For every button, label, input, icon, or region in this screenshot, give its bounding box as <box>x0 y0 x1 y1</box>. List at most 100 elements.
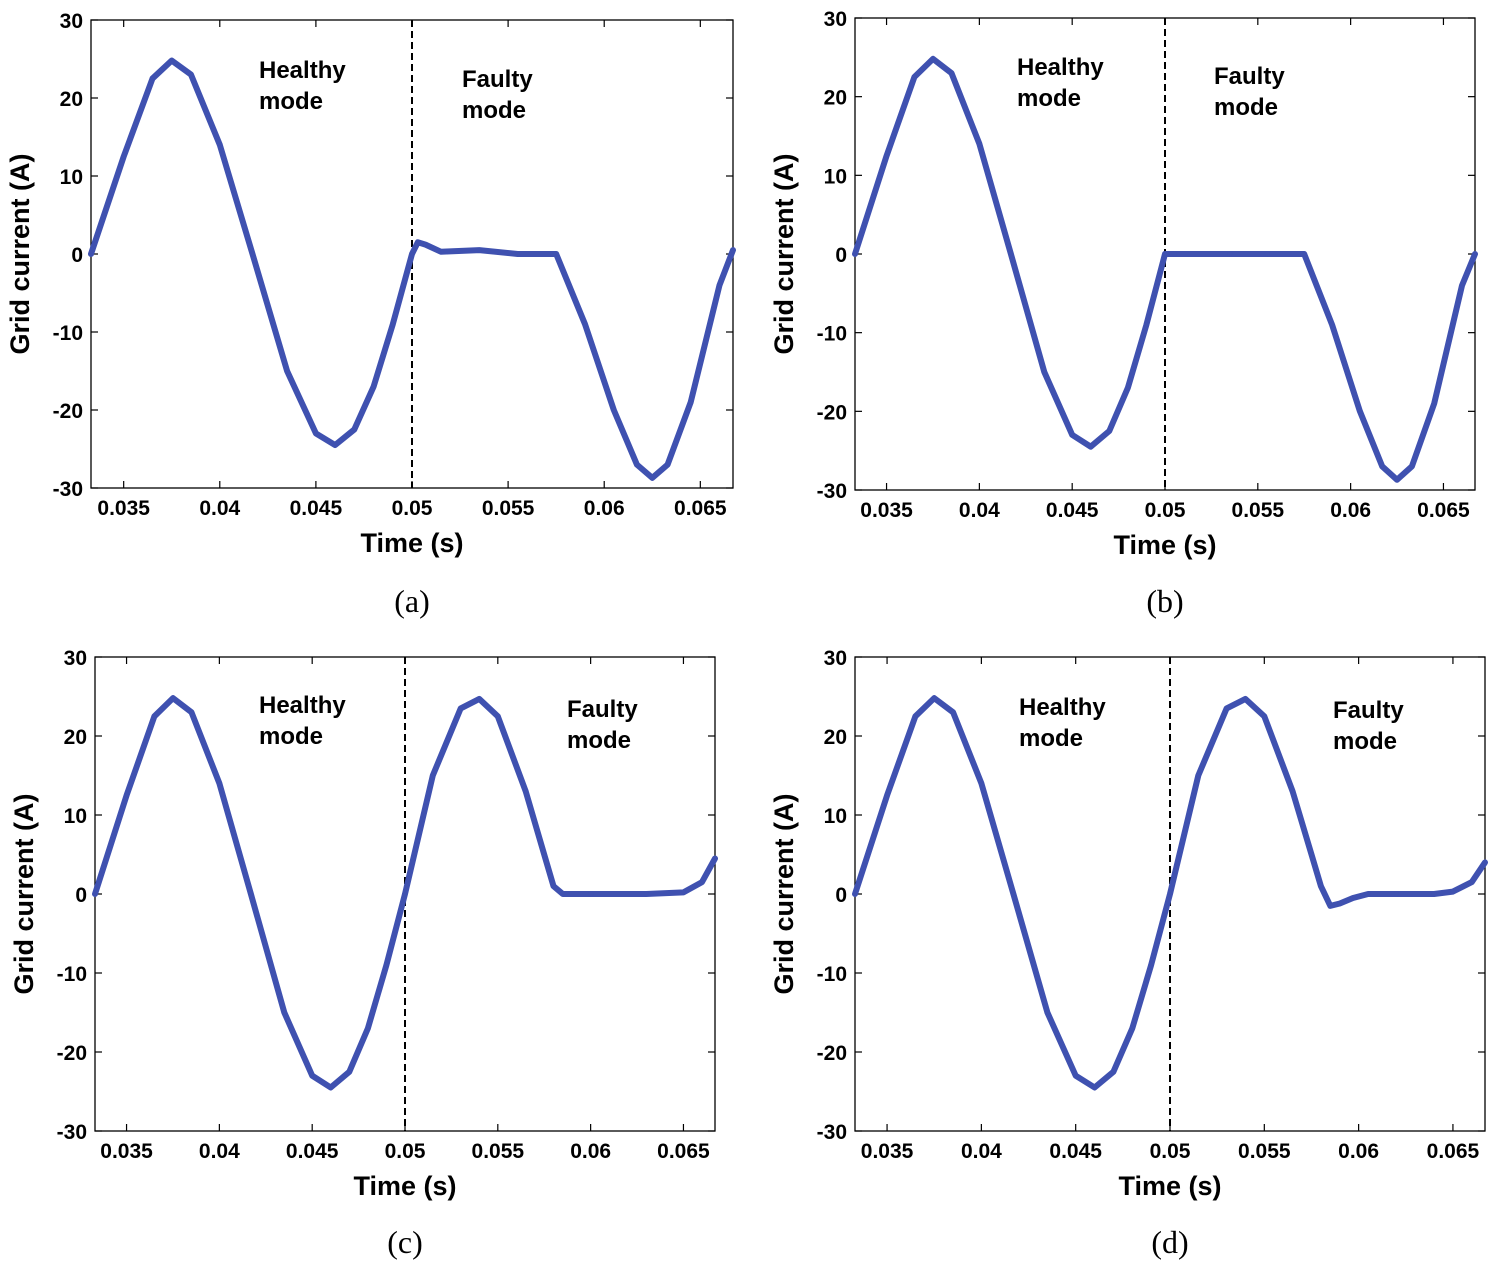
x-axis-label: Time (s) <box>1118 1171 1221 1201</box>
data-point <box>515 251 521 257</box>
data-point <box>151 713 157 719</box>
data-point <box>1010 891 1016 897</box>
healthy-mode-label: Healthy <box>259 57 346 84</box>
data-point <box>1308 852 1314 857</box>
data-point <box>1224 705 1230 711</box>
x-axis-label: Time (s) <box>353 1171 456 1201</box>
y-tick-label: -20 <box>53 400 83 423</box>
panel-caption: (d) <box>1151 1224 1188 1260</box>
data-point <box>712 855 718 861</box>
data-point <box>1329 322 1335 328</box>
y-tick-label: 0 <box>835 884 847 907</box>
healthy-mode-label: mode <box>259 723 323 750</box>
data-point <box>438 249 444 255</box>
data-point <box>332 442 338 448</box>
healthy-mode-label: mode <box>1017 85 1081 112</box>
faulty-mode-label: mode <box>567 727 631 754</box>
y-tick-label: 20 <box>64 726 87 749</box>
x-tick-label: 0.04 <box>961 1140 1002 1163</box>
x-tick-label: 0.06 <box>1330 499 1371 522</box>
x-axis-label: Time (s) <box>1113 530 1216 560</box>
data-point <box>523 788 529 794</box>
data-point <box>328 1085 334 1091</box>
y-tick-label: -30 <box>57 1121 87 1144</box>
data-point <box>309 1073 315 1079</box>
data-point <box>169 58 175 64</box>
data-point <box>1195 773 1201 778</box>
series-line-grid-current <box>88 57 736 481</box>
data-point <box>582 321 588 327</box>
data-point <box>649 475 655 481</box>
data-point <box>588 891 594 897</box>
y-axis-label: Grid current (A) <box>5 153 35 354</box>
data-point <box>1450 889 1456 895</box>
data-point <box>249 251 255 257</box>
healthy-mode-label: Healthy <box>1019 694 1106 721</box>
data-point <box>409 251 415 257</box>
data-point <box>121 154 127 159</box>
y-tick-label: 30 <box>824 8 847 31</box>
data-point <box>189 709 195 715</box>
data-point <box>1073 1073 1079 1079</box>
data-point <box>1106 428 1112 434</box>
x-tick-label: 0.06 <box>1338 1140 1379 1163</box>
data-point <box>150 76 156 81</box>
data-point <box>665 462 671 468</box>
data-point <box>541 852 547 857</box>
y-tick-label: -10 <box>53 322 83 345</box>
faulty-mode-label: Faulty <box>1214 63 1285 90</box>
data-point <box>1379 463 1385 469</box>
data-point <box>912 713 918 719</box>
data-point <box>390 321 396 327</box>
data-point <box>1431 400 1437 406</box>
data-point <box>884 792 890 798</box>
x-tick-label: 0.055 <box>1232 499 1285 522</box>
data-point <box>1044 1010 1050 1015</box>
data-point <box>1227 251 1233 257</box>
data-point <box>884 153 890 159</box>
chart-panel-d: 30 20 10 0 -10 -20 -30 0.035 0.04 0.045 0.05 0.055 0… <box>769 647 1488 1260</box>
data-point <box>1148 962 1154 968</box>
y-tick-label: -20 <box>817 1042 847 1065</box>
data-point <box>458 705 464 711</box>
data-point <box>365 1025 371 1031</box>
data-point <box>1431 891 1437 897</box>
data-point <box>1143 322 1149 328</box>
x-tick-label: 0.035 <box>861 1140 914 1163</box>
x-tick-label: 0.065 <box>1417 499 1470 522</box>
data-point <box>281 1010 287 1015</box>
data-point <box>911 74 917 80</box>
data-point <box>1459 282 1465 288</box>
x-tick-label: 0.035 <box>100 1140 153 1163</box>
data-point <box>1337 900 1343 906</box>
data-point <box>1264 251 1270 257</box>
data-point <box>699 879 705 885</box>
healthy-mode-label: mode <box>1019 725 1083 752</box>
faulty-mode-label: mode <box>1333 728 1397 755</box>
data-point <box>1092 1085 1098 1091</box>
y-tick-label: -20 <box>817 401 847 424</box>
y-tick-label: -10 <box>817 963 847 986</box>
y-tick-label: 10 <box>824 165 847 188</box>
y-tick-label: 20 <box>824 87 847 110</box>
data-point <box>930 56 936 62</box>
chart-panel-b: 30 20 10 0 -10 -20 -30 0.035 0.04 0.045 0.05 0.055 0… <box>769 8 1478 619</box>
chart-panel-c: 30 20 10 0 -10 -20 -30 0.035 0.04 0.045 0.05 0.055 0… <box>9 647 718 1260</box>
x-tick-label: 0.06 <box>570 1140 611 1163</box>
faulty-mode-label: mode <box>1214 94 1278 121</box>
data-point <box>313 430 319 436</box>
data-point <box>1469 879 1475 885</box>
data-point <box>415 239 421 245</box>
data-point <box>1110 1069 1116 1075</box>
data-point <box>1125 385 1131 391</box>
x-tick-label: 0.035 <box>860 499 913 522</box>
data-point <box>476 696 482 702</box>
data-point <box>551 883 557 889</box>
data-point <box>92 891 98 897</box>
data-point <box>1041 369 1047 375</box>
data-point <box>284 368 290 374</box>
series-line-grid-current <box>852 55 1478 483</box>
x-tick-label: 0.04 <box>199 497 240 520</box>
x-tick-label: 0.045 <box>290 497 343 520</box>
